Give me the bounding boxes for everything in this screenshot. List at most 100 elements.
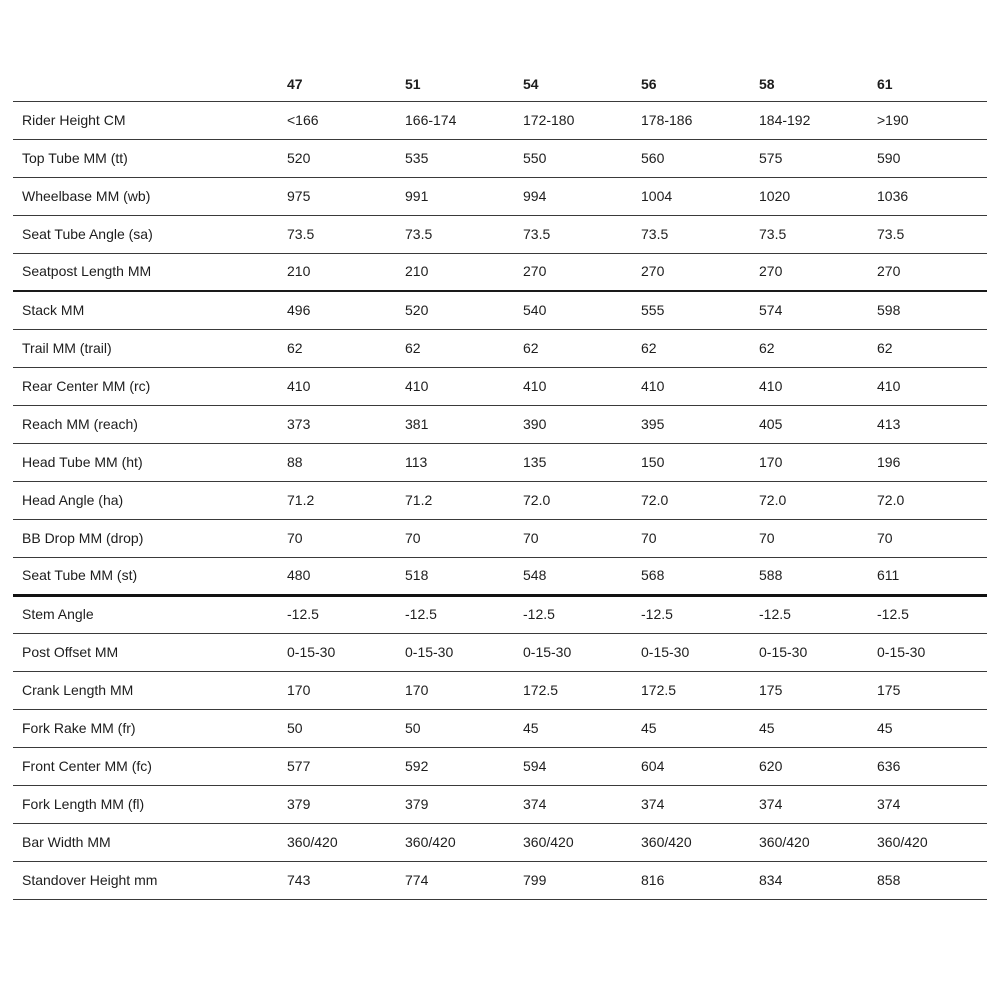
cell-value: 73.5	[523, 215, 641, 254]
cell-value: 560	[641, 139, 759, 178]
row-label: Top Tube MM (tt)	[13, 139, 287, 178]
row-label: Stack MM	[13, 291, 287, 330]
cell-value: 73.5	[759, 215, 877, 254]
table-row: Trail MM (trail) 62 62 62 62 62 62	[13, 329, 987, 368]
table-row: Fork Length MM (fl) 379 379 374 374 374 374	[13, 785, 987, 824]
header-row: 47 51 54 56 58 61	[13, 68, 987, 102]
cell-value: 360/420	[405, 823, 523, 862]
cell-value: 991	[405, 177, 523, 216]
cell-value: 135	[523, 443, 641, 482]
cell-value: 175	[877, 671, 987, 710]
cell-value: 590	[877, 139, 987, 178]
cell-value: 1036	[877, 177, 987, 216]
table-row: Head Tube MM (ht) 88 113 135 150 170 196	[13, 443, 987, 482]
row-label: Wheelbase MM (wb)	[13, 177, 287, 216]
cell-value: 636	[877, 747, 987, 786]
cell-value: 496	[287, 291, 405, 330]
cell-value: 520	[405, 291, 523, 330]
cell-value: 774	[405, 861, 523, 900]
cell-value: 45	[759, 709, 877, 748]
cell-value: 550	[523, 139, 641, 178]
row-label: BB Drop MM (drop)	[13, 519, 287, 558]
table-row: Seat Tube Angle (sa) 73.5 73.5 73.5 73.5 73.5…	[13, 215, 987, 254]
cell-value: 743	[287, 861, 405, 900]
cell-value: 113	[405, 443, 523, 482]
cell-value: 73.5	[405, 215, 523, 254]
cell-value: 270	[641, 253, 759, 292]
bike-geometry-table: 47 51 54 56 58 61 Rider Height CM <166 166-174 1…	[13, 68, 987, 900]
cell-value: 196	[877, 443, 987, 482]
cell-value: 72.0	[759, 481, 877, 520]
row-label: Seat Tube MM (st)	[13, 557, 287, 597]
cell-value: 410	[641, 367, 759, 406]
corner-cell	[13, 68, 287, 102]
cell-value: 45	[523, 709, 641, 748]
cell-value: 0-15-30	[641, 633, 759, 672]
column-header: 51	[405, 68, 523, 102]
table-row: Post Offset MM 0-15-30 0-15-30 0-15-30 0-15-…	[13, 633, 987, 672]
cell-value: 170	[759, 443, 877, 482]
cell-value: 178-186	[641, 101, 759, 140]
cell-value: 0-15-30	[877, 633, 987, 672]
cell-value: -12.5	[759, 595, 877, 634]
cell-value: 592	[405, 747, 523, 786]
table-head: 47 51 54 56 58 61	[13, 68, 987, 102]
cell-value: 620	[759, 747, 877, 786]
table-row: Rider Height CM <166 166-174 172-180 178-186…	[13, 101, 987, 140]
cell-value: 172-180	[523, 101, 641, 140]
cell-value: 170	[287, 671, 405, 710]
table-row: Top Tube MM (tt) 520 535 550 560 575 590	[13, 139, 987, 178]
table-row: Stack MM 496 520 540 555 574 598	[13, 291, 987, 330]
cell-value: 480	[287, 557, 405, 597]
table-row: Head Angle (ha) 71.2 71.2 72.0 72.0 72.0 72.0	[13, 481, 987, 520]
row-label: Head Tube MM (ht)	[13, 443, 287, 482]
cell-value: 374	[641, 785, 759, 824]
cell-value: -12.5	[287, 595, 405, 634]
row-label: Standover Height mm	[13, 861, 287, 900]
cell-value: 410	[877, 367, 987, 406]
row-label: Reach MM (reach)	[13, 405, 287, 444]
cell-value: 72.0	[877, 481, 987, 520]
cell-value: 548	[523, 557, 641, 597]
cell-value: -12.5	[641, 595, 759, 634]
cell-value: 70	[523, 519, 641, 558]
row-label: Post Offset MM	[13, 633, 287, 672]
cell-value: 405	[759, 405, 877, 444]
cell-value: -12.5	[877, 595, 987, 634]
cell-value: 62	[287, 329, 405, 368]
table-row: Wheelbase MM (wb) 975 991 994 1004 1020 1036	[13, 177, 987, 216]
cell-value: 594	[523, 747, 641, 786]
cell-value: 70	[405, 519, 523, 558]
cell-value: 172.5	[523, 671, 641, 710]
cell-value: 577	[287, 747, 405, 786]
cell-value: 62	[759, 329, 877, 368]
row-label: Seatpost Length MM	[13, 253, 287, 292]
cell-value: 62	[641, 329, 759, 368]
cell-value: 71.2	[287, 481, 405, 520]
cell-value: 0-15-30	[287, 633, 405, 672]
row-label: Head Angle (ha)	[13, 481, 287, 520]
row-label: Fork Length MM (fl)	[13, 785, 287, 824]
column-header: 47	[287, 68, 405, 102]
cell-value: 50	[405, 709, 523, 748]
cell-value: <166	[287, 101, 405, 140]
cell-value: 410	[523, 367, 641, 406]
cell-value: 70	[759, 519, 877, 558]
cell-value: 588	[759, 557, 877, 597]
cell-value: 410	[287, 367, 405, 406]
cell-value: 518	[405, 557, 523, 597]
cell-value: 975	[287, 177, 405, 216]
cell-value: 390	[523, 405, 641, 444]
cell-value: 374	[877, 785, 987, 824]
cell-value: 540	[523, 291, 641, 330]
cell-value: 150	[641, 443, 759, 482]
cell-value: 360/420	[287, 823, 405, 862]
cell-value: 373	[287, 405, 405, 444]
cell-value: 413	[877, 405, 987, 444]
table-row: Seat Tube MM (st) 480 518 548 568 588 611	[13, 557, 987, 597]
cell-value: -12.5	[523, 595, 641, 634]
cell-value: 73.5	[287, 215, 405, 254]
cell-value: 0-15-30	[523, 633, 641, 672]
column-header: 54	[523, 68, 641, 102]
